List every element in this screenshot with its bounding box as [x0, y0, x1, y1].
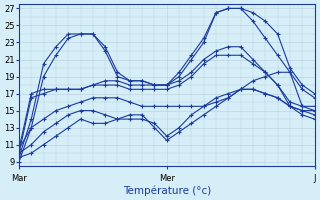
X-axis label: Température (°c): Température (°c)	[123, 185, 211, 196]
